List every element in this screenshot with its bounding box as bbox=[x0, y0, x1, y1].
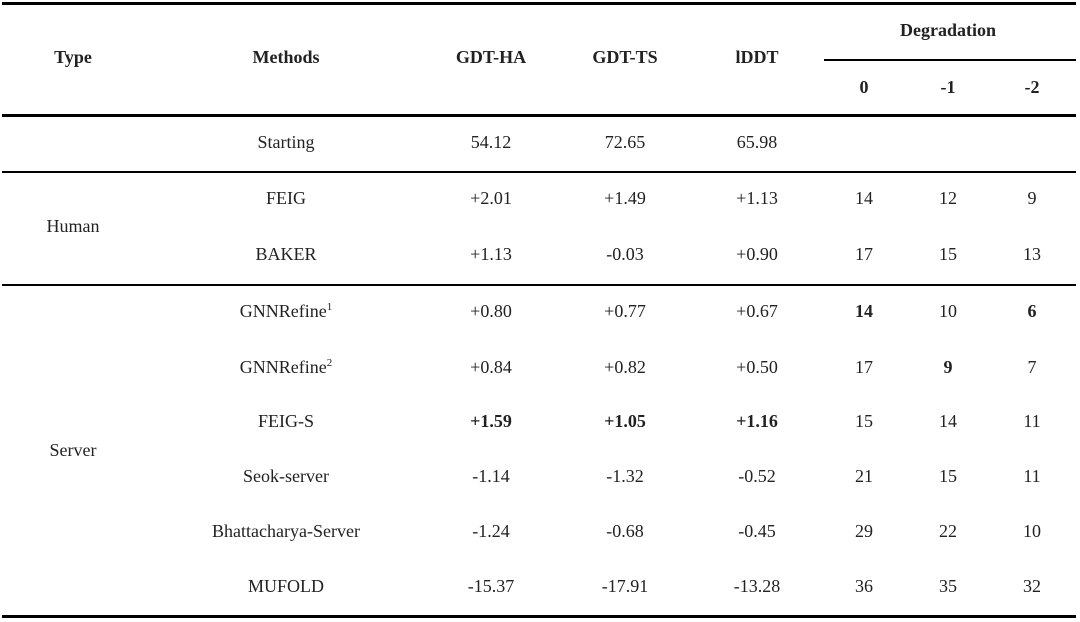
header-type: Type bbox=[54, 47, 92, 67]
header-deg-2: -2 bbox=[1024, 77, 1040, 97]
row-method: FEIG bbox=[266, 188, 306, 208]
row-deg-0: 29 bbox=[855, 521, 873, 541]
row-gdt-ts: -0.03 bbox=[606, 244, 644, 264]
starting-gdt-ts: 72.65 bbox=[604, 132, 646, 152]
starting-bottom-rule bbox=[2, 171, 1076, 173]
row-lddt: -0.45 bbox=[738, 521, 776, 541]
row-gdt-ha: -1.14 bbox=[472, 466, 510, 486]
row-lddt: +0.90 bbox=[736, 244, 778, 264]
header-lddt: lDDT bbox=[735, 47, 779, 67]
row-deg-0: 14 bbox=[855, 188, 873, 208]
row-lddt: -13.28 bbox=[733, 576, 781, 596]
row-gdt-ha: -1.24 bbox=[472, 521, 510, 541]
row-lddt: -0.52 bbox=[738, 466, 776, 486]
row-method: BAKER bbox=[255, 244, 317, 264]
method-superscript: 2 bbox=[326, 357, 333, 369]
row-deg-1: 15 bbox=[939, 466, 957, 486]
row-lddt: +0.50 bbox=[736, 357, 778, 377]
row-deg-1: 10 bbox=[939, 301, 957, 321]
row-gdt-ts: -0.68 bbox=[606, 521, 644, 541]
group-human: Human bbox=[46, 216, 100, 236]
starting-gdt-ha: 54.12 bbox=[470, 132, 512, 152]
row-deg-0: 14 bbox=[855, 301, 873, 321]
row-deg-0: 21 bbox=[855, 466, 873, 486]
row-gdt-ha: +0.84 bbox=[470, 357, 512, 377]
row-deg-2: 13 bbox=[1023, 244, 1041, 264]
row-deg-2: 11 bbox=[1023, 411, 1041, 431]
row-deg-2: 32 bbox=[1023, 576, 1041, 596]
row-deg-1: 14 bbox=[939, 411, 957, 431]
row-gdt-ha: +1.13 bbox=[470, 244, 512, 264]
header-deg-0: 0 bbox=[859, 77, 869, 97]
header-degradation: Degradation bbox=[900, 20, 996, 40]
row-deg-2: 10 bbox=[1023, 521, 1041, 541]
row-deg-0: 36 bbox=[855, 576, 873, 596]
header-methods: Methods bbox=[252, 47, 320, 67]
row-gdt-ha: +0.80 bbox=[470, 301, 512, 321]
row-gdt-ha: +1.59 bbox=[470, 411, 512, 431]
row-deg-1: 9 bbox=[943, 357, 953, 377]
row-lddt: +1.13 bbox=[736, 188, 778, 208]
starting-lddt: 65.98 bbox=[736, 132, 778, 152]
row-method: GNNRefine1 bbox=[239, 301, 333, 321]
row-deg-0: 17 bbox=[855, 357, 873, 377]
row-gdt-ts: -1.32 bbox=[606, 466, 644, 486]
row-deg-1: 15 bbox=[939, 244, 957, 264]
header-deg-1: -1 bbox=[940, 77, 956, 97]
row-deg-1: 12 bbox=[939, 188, 957, 208]
row-deg-0: 15 bbox=[855, 411, 873, 431]
row-gdt-ha: -15.37 bbox=[467, 576, 515, 596]
group-server: Server bbox=[49, 440, 97, 460]
degradation-subrule bbox=[824, 59, 1076, 61]
header-gdt-ha: GDT-HA bbox=[455, 47, 527, 67]
row-deg-0: 17 bbox=[855, 244, 873, 264]
row-deg-2: 6 bbox=[1027, 301, 1037, 321]
row-deg-1: 35 bbox=[939, 576, 957, 596]
row-deg-2: 11 bbox=[1023, 466, 1041, 486]
row-method: FEIG-S bbox=[257, 411, 315, 431]
row-method: GNNRefine2 bbox=[239, 357, 333, 377]
row-deg-2: 9 bbox=[1027, 188, 1037, 208]
row-method: Seok-server bbox=[243, 466, 329, 486]
starting-method: Starting bbox=[257, 132, 315, 152]
header-gdt-ts: GDT-TS bbox=[592, 47, 658, 67]
method-superscript: 1 bbox=[326, 301, 333, 313]
human-bottom-rule bbox=[2, 284, 1076, 286]
row-gdt-ts: +0.77 bbox=[604, 301, 646, 321]
header-bottom-rule bbox=[2, 114, 1076, 117]
row-gdt-ts: +1.05 bbox=[604, 411, 646, 431]
row-lddt: +1.16 bbox=[736, 411, 778, 431]
top-rule bbox=[2, 2, 1076, 5]
row-deg-2: 7 bbox=[1027, 357, 1037, 377]
row-method: Bhattacharya-Server bbox=[212, 521, 360, 541]
bottom-rule bbox=[2, 615, 1076, 618]
row-deg-1: 22 bbox=[939, 521, 957, 541]
row-method: MUFOLD bbox=[247, 576, 325, 596]
row-gdt-ts: +0.82 bbox=[604, 357, 646, 377]
row-gdt-ts: -17.91 bbox=[601, 576, 649, 596]
row-gdt-ts: +1.49 bbox=[604, 188, 646, 208]
row-lddt: +0.67 bbox=[736, 301, 778, 321]
row-gdt-ha: +2.01 bbox=[470, 188, 512, 208]
